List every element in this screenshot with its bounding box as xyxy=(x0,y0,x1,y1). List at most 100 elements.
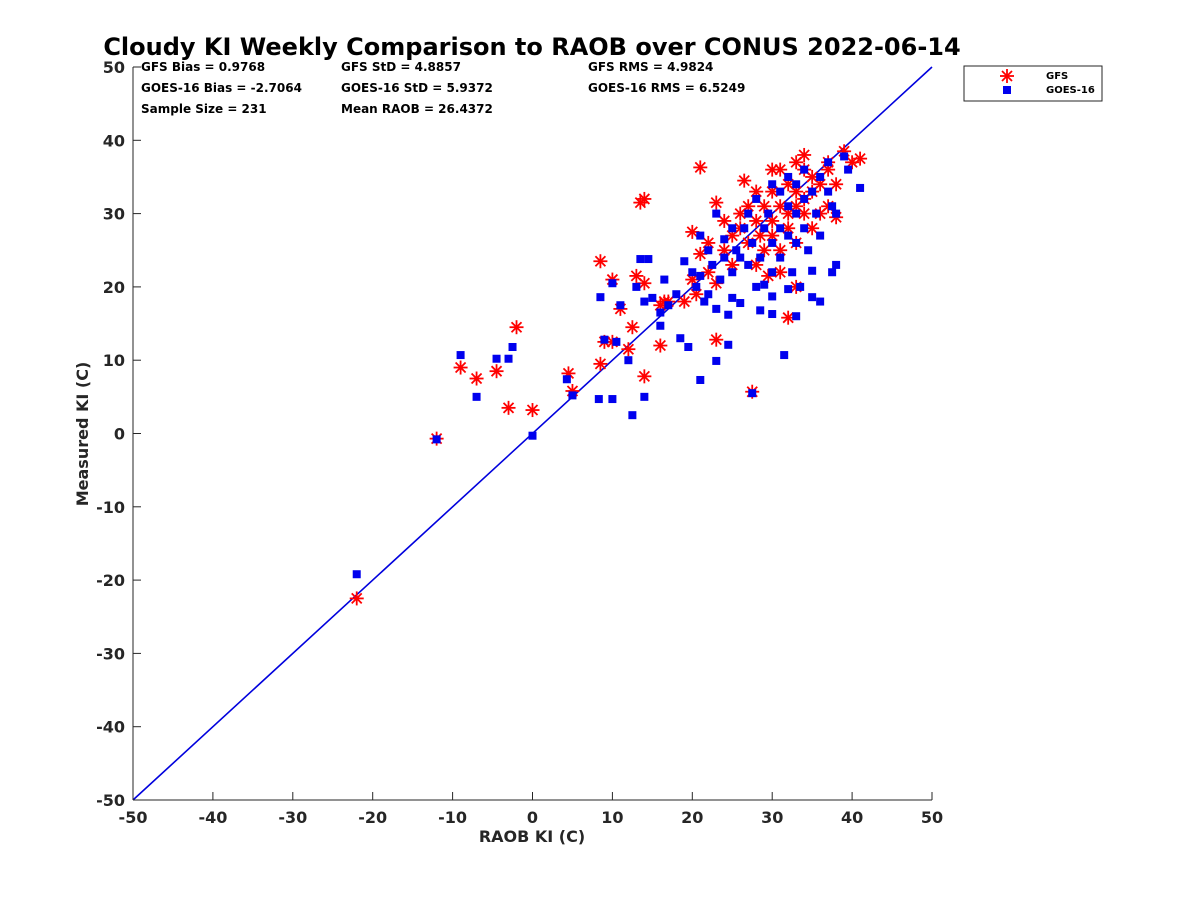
goes16-point xyxy=(824,187,833,196)
gfs-point xyxy=(737,173,752,188)
goes16-point xyxy=(816,297,825,306)
goes16-point xyxy=(628,411,637,420)
goes16-point xyxy=(456,351,465,360)
goes16-point xyxy=(732,246,741,255)
goes16-point xyxy=(704,290,713,299)
stat-text: GFS Bias = 0.9768 xyxy=(141,60,265,74)
goes16-point xyxy=(736,299,745,308)
goes16-point xyxy=(784,285,793,294)
x-tick-label: 10 xyxy=(601,808,623,827)
gfs-point xyxy=(489,364,504,379)
goes16-point xyxy=(784,172,793,181)
goes16-point xyxy=(720,253,729,262)
gfs-point xyxy=(773,265,788,280)
legend-goes16-label: GOES-16 xyxy=(1046,85,1095,96)
y-axis-title: Measured KI (C) xyxy=(73,362,92,507)
stat-text: Sample Size = 231 xyxy=(141,102,267,116)
goes16-point xyxy=(492,354,501,363)
x-tick-label: 0 xyxy=(527,808,538,827)
goes16-point xyxy=(594,395,603,404)
goes16-point xyxy=(724,340,733,349)
goes16-point xyxy=(776,187,785,196)
x-tick-label: -30 xyxy=(278,808,307,827)
goes16-point xyxy=(736,253,745,262)
goes16-point xyxy=(760,224,769,233)
goes16-point xyxy=(656,308,665,317)
goes16-point xyxy=(504,354,513,363)
stat-text: GFS StD = 4.8857 xyxy=(341,60,461,74)
goes16-point xyxy=(728,268,737,277)
y-tick-label: 30 xyxy=(103,205,125,224)
gfs-point xyxy=(469,371,484,386)
goes16-point xyxy=(696,271,705,280)
goes16-point xyxy=(756,253,765,262)
gfs-point xyxy=(709,332,724,347)
gfs-point xyxy=(637,369,652,384)
goes16-point xyxy=(728,293,737,302)
gfs-point xyxy=(709,195,724,210)
goes16-point xyxy=(624,356,633,365)
goes16-point xyxy=(768,292,777,301)
series-goes-16 xyxy=(352,152,865,579)
goes16-point xyxy=(684,343,693,352)
goes16-point xyxy=(632,282,641,291)
goes16-point xyxy=(768,268,777,277)
x-tick-label: 40 xyxy=(841,808,863,827)
goes16-point xyxy=(776,224,785,233)
y-tick-label: -40 xyxy=(96,718,125,737)
goes16-point xyxy=(660,275,669,284)
goes16-point xyxy=(832,260,841,269)
stat-text: GOES-16 Bias = -2.7064 xyxy=(141,81,302,95)
goes16-point xyxy=(828,268,837,277)
gfs-point xyxy=(853,151,868,166)
series-gfs xyxy=(349,144,868,606)
stat-text: Mean RAOB = 26.4372 xyxy=(341,102,493,116)
x-tick-label: -10 xyxy=(438,808,467,827)
goes16-point xyxy=(672,290,681,299)
goes16-point xyxy=(788,268,797,277)
goes16-point xyxy=(596,293,605,302)
x-tick-label: -20 xyxy=(358,808,387,827)
goes16-point xyxy=(708,260,717,269)
x-tick-label: 20 xyxy=(681,808,703,827)
goes16-point xyxy=(792,180,801,189)
goes16-point xyxy=(568,391,577,400)
x-tick-label: 50 xyxy=(921,808,943,827)
goes16-point xyxy=(608,395,617,404)
legend-goes16-marker xyxy=(1003,86,1011,94)
x-axis-title: RAOB KI (C) xyxy=(479,827,585,846)
gfs-point xyxy=(621,342,636,357)
goes16-point xyxy=(676,334,685,343)
goes16-point xyxy=(600,335,609,344)
goes16-point xyxy=(756,306,765,315)
goes16-point xyxy=(612,337,621,346)
y-tick-label: -30 xyxy=(96,644,125,663)
goes16-point xyxy=(528,431,537,440)
legend: GFS GOES-16 xyxy=(963,65,1103,102)
goes16-point xyxy=(680,257,689,266)
goes16-point xyxy=(792,312,801,321)
goes16-point xyxy=(796,282,805,291)
x-ticks: -50 -40 -30 -20 -10 0 10 20 30 40 50 xyxy=(119,792,943,827)
goes16-point xyxy=(808,266,817,275)
goes16-point xyxy=(828,202,837,211)
goes16-point xyxy=(808,187,817,196)
stat-text: GOES-16 RMS = 6.5249 xyxy=(588,81,745,95)
y-ticks: 50 40 30 20 10 0 -10 -20 -30 -40 -50 xyxy=(96,58,141,810)
goes16-point xyxy=(804,246,813,255)
goes16-point xyxy=(692,282,701,291)
goes16-point xyxy=(760,280,769,289)
goes16-point xyxy=(728,224,737,233)
goes16-point xyxy=(800,194,809,203)
goes16-point xyxy=(768,310,777,319)
x-tick-label: -50 xyxy=(119,808,148,827)
gfs-point xyxy=(625,320,640,335)
y-tick-label: 50 xyxy=(103,58,125,77)
goes16-point xyxy=(840,152,849,161)
goes16-point xyxy=(752,194,761,203)
y-tick-label: 0 xyxy=(114,425,125,444)
stat-text: GFS RMS = 4.9824 xyxy=(588,60,713,74)
legend-gfs-label: GFS xyxy=(1046,71,1068,82)
goes16-point xyxy=(784,202,793,211)
